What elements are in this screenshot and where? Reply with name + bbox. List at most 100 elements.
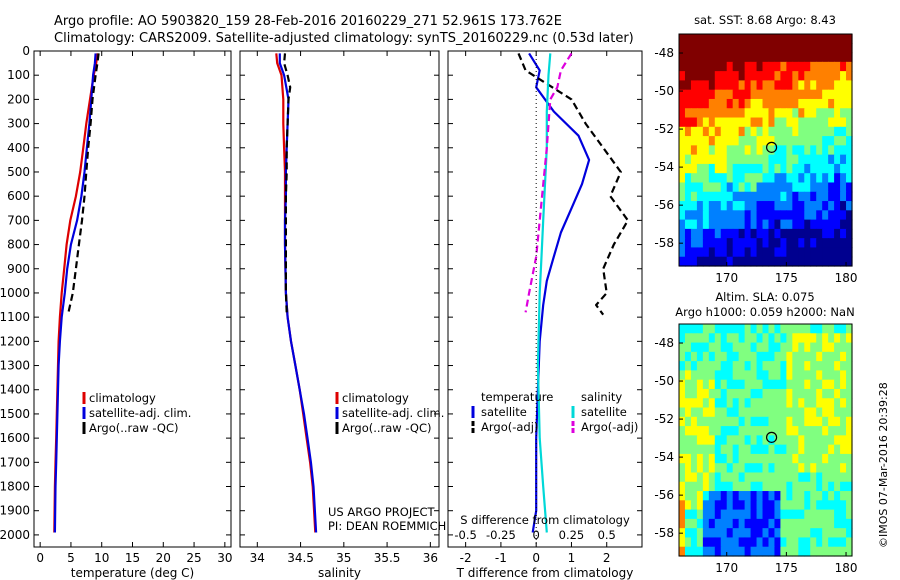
sst_map-cell <box>768 71 776 81</box>
sla_map-cell <box>816 463 823 474</box>
sla_map-cell <box>702 444 710 455</box>
sst_map-cell <box>702 61 710 72</box>
sla_map-cell <box>828 528 835 539</box>
sla_map-cell <box>714 463 722 474</box>
sla_map-cell <box>679 537 686 548</box>
sla_map-cell <box>684 388 692 399</box>
sst_map-cell <box>774 191 782 202</box>
sla_map-cell <box>804 528 811 539</box>
sla_map-cell <box>720 528 728 539</box>
sla_map-cell <box>696 481 704 492</box>
sla_map-cell <box>822 379 829 390</box>
sst_map-cell <box>714 201 722 211</box>
sst_map-cell <box>804 71 811 81</box>
sla_map-cell <box>822 407 829 418</box>
sla_map-cell <box>792 509 799 520</box>
sla_map-cell <box>714 528 722 539</box>
sla_map-cell <box>786 491 793 501</box>
sla_map-cell <box>840 324 847 334</box>
sla_map-cell <box>810 361 817 371</box>
sla_map-cell <box>840 370 847 381</box>
sst_map-cell <box>816 34 823 44</box>
sla_map-cell <box>732 463 740 474</box>
sla_map-cell <box>834 463 841 474</box>
sla_map-cell <box>708 370 716 381</box>
sst_map-cell <box>804 98 811 109</box>
sst_map-cell <box>780 52 787 63</box>
sst_map-cell <box>828 61 835 72</box>
sla_map-cell <box>696 370 704 381</box>
sst_map-cell <box>774 154 782 165</box>
sla_map-cell <box>810 472 817 483</box>
difference-legend-label: Argo(-adj) <box>481 420 538 434</box>
sla_map-cell <box>804 361 811 371</box>
sst_map-cell <box>780 43 787 54</box>
sla_map-cell <box>834 453 841 464</box>
sst_map-cell <box>798 219 805 230</box>
sla_map-cell <box>822 453 829 464</box>
temperature-ytick-label: 300 <box>7 117 30 131</box>
sla_map-cell <box>726 481 734 492</box>
sst_map-cell <box>702 117 710 128</box>
sla_map-cell <box>756 528 764 539</box>
sla_map-cell <box>702 426 710 436</box>
sst_map-cell <box>738 219 746 230</box>
sst_map-cell <box>714 210 722 221</box>
sst_map-cell <box>750 228 758 239</box>
sla_map-cell <box>792 500 799 511</box>
sla_map-cell <box>834 435 841 446</box>
sst_map-cell <box>768 145 776 156</box>
sst_map-cell <box>810 201 817 211</box>
sla_map-cell <box>732 342 740 353</box>
sst_map-cell <box>720 145 728 156</box>
sst_map-cell <box>714 182 722 193</box>
sst_map-cell <box>828 80 835 91</box>
sst_map-ytick-label: -54 <box>654 160 674 174</box>
sla_map-cell <box>840 453 847 464</box>
sla_map-cell <box>774 481 782 492</box>
sst_map-cell <box>774 126 782 137</box>
sla_map-cell <box>732 509 740 520</box>
difference-profile-panel: -2 -1 0 1 2T difference from climatology-0.5… <box>447 50 643 580</box>
sst_map-cell <box>696 108 704 119</box>
sla_map-cell <box>732 379 740 390</box>
difference-top-tick-label: -0.5 <box>454 528 476 542</box>
sla_map-cell <box>744 416 752 427</box>
sla_map-cell <box>738 388 746 399</box>
sla_map-cell <box>780 528 787 539</box>
sla_map-cell <box>792 435 799 446</box>
sla_map-cell <box>792 407 799 418</box>
sla_map-cell <box>762 342 770 353</box>
sst_map-cell <box>708 108 716 119</box>
sst_map-cell <box>792 52 799 63</box>
sla_map-cell <box>822 342 829 353</box>
sla_map-cell <box>792 528 799 539</box>
sst_map-xtick-label: 180 <box>835 271 858 285</box>
sla_map-cell <box>684 472 692 483</box>
sst_map-cell <box>756 238 764 249</box>
sla_map-cell <box>714 379 722 390</box>
sst_map-cell <box>786 201 793 211</box>
sst_map-cell <box>804 108 811 119</box>
sla_map-cell <box>732 444 740 455</box>
sla_map-cell <box>702 518 710 529</box>
sst_map-cell <box>762 126 770 137</box>
sla_map-cell <box>744 537 752 548</box>
temperature-xtick-label: 25 <box>186 551 201 565</box>
sst_map-cell <box>762 52 770 63</box>
sla_map-cell <box>714 407 722 418</box>
sst_map-cell <box>786 108 793 119</box>
sla_map-cell <box>750 453 758 464</box>
sla_map-cell <box>762 528 770 539</box>
sla_map-cell <box>774 518 782 529</box>
sst_map-cell <box>708 173 716 184</box>
sst_map-cell <box>684 108 692 119</box>
sst_map-cell <box>774 108 782 119</box>
sla_map-cell <box>768 324 776 334</box>
sst_map-cell <box>684 154 692 165</box>
sst_map-cell <box>750 163 758 174</box>
sst_map-cell <box>804 247 811 258</box>
sla_map-cell <box>720 342 728 353</box>
sst_map-cell <box>780 145 787 156</box>
sst_map-cell <box>774 89 782 100</box>
